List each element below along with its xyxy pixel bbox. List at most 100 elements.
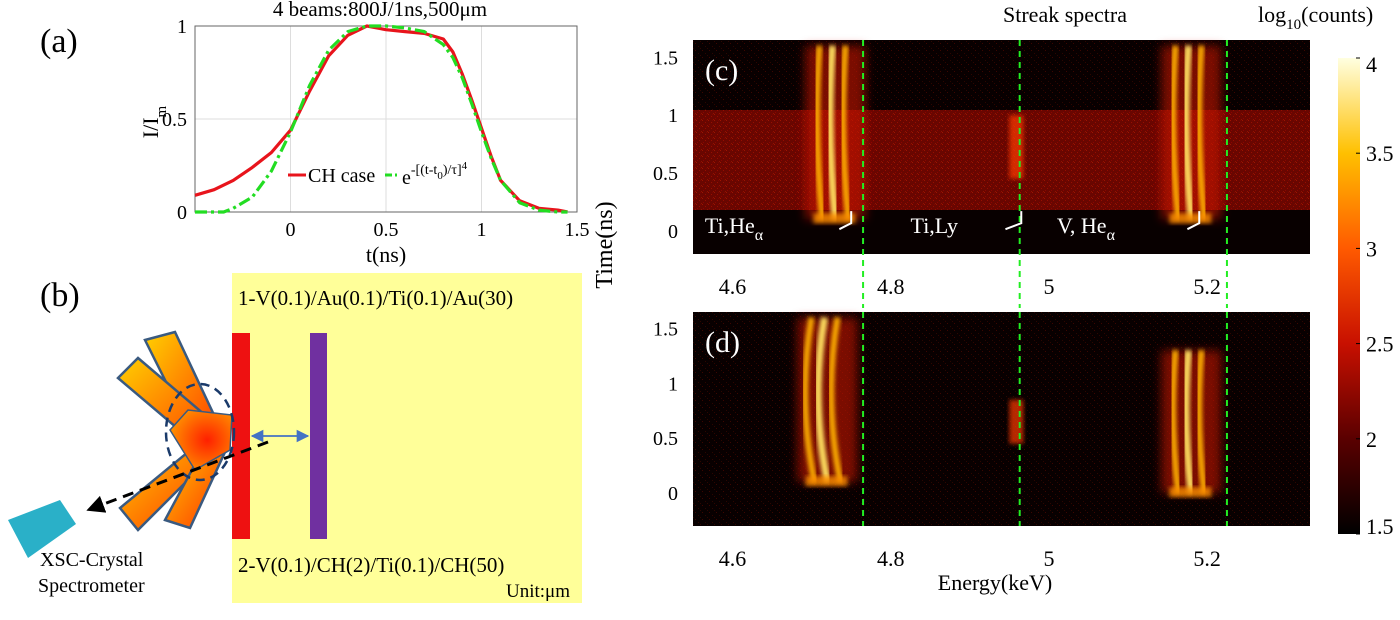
streak-line-component (802, 316, 818, 483)
streak-annotation-label: Ti,Ly (911, 213, 959, 238)
panel-d-streak: 0 0.5 1 1.5 4.6 4.8 5 5.2 (d) Energy(keV) Time… (592, 201, 1310, 595)
streak-line-1 (1009, 115, 1024, 179)
streak-line-0 (805, 45, 866, 224)
streak-ytick-label: 1 (668, 373, 678, 395)
streak-xtick-label: 5 (1043, 274, 1054, 299)
streak-ytick-label: 0.5 (653, 428, 678, 450)
streak-line-weak (1009, 399, 1024, 444)
streak-xtick-label: 5 (1043, 546, 1054, 571)
streak-annotation-pointer (838, 211, 853, 231)
streak-xtick-label: 5.2 (1193, 274, 1221, 299)
unit-label: Unit:μm (506, 581, 570, 602)
chart-a-ytick-label: 1 (177, 16, 187, 38)
laser-beams (116, 330, 236, 532)
chart-a-ylabel-sub: m (154, 105, 170, 117)
streak-line-base (1169, 487, 1212, 498)
chart-a-xtick-label: 1.5 (565, 219, 590, 241)
target2-label: 2-V(0.1)/CH(2)/Ti(0.1)/CH(50) (238, 553, 504, 577)
colorbar-ticks: 1.5 2 2.5 3 3.5 4 (1356, 52, 1394, 539)
streak-d-xticks: 4.6 4.8 5 5.2 (719, 546, 1221, 571)
streak-line-component (1195, 45, 1208, 220)
streak-title: Streak spectra (1003, 2, 1127, 27)
panel-c-streak: Streak spectra 0 0.5 1 1.5 4.6 4.8 5 5.2 Ti,He… (653, 2, 1310, 308)
plasma-region (169, 409, 233, 472)
spectrometer-label-line2: Spectrometer (38, 575, 145, 597)
streak-line-2 (1161, 350, 1222, 498)
chart-a-title: 4 beams:800J/1ns,500μm (273, 0, 487, 21)
streak-d-lines (797, 316, 1222, 498)
streak-line-component (826, 45, 839, 220)
streak-c-lines (805, 45, 1222, 224)
colorbar-tick-label: 3.5 (1366, 141, 1394, 166)
colorbar-tick-label: 2.5 (1366, 332, 1394, 357)
spectrometer-label-line1: XSC-Crystal (40, 549, 144, 571)
panel-label-a: (a) (40, 23, 78, 60)
time-axis-label: Time(ns) (592, 201, 618, 288)
chart-a-series (194, 24, 568, 214)
streak-ytick-label: 1.5 (653, 47, 678, 69)
panel-label-b: (b) (40, 277, 80, 314)
legend-ch-label: CH case (308, 165, 375, 187)
colorbar-tick-label: 3 (1366, 236, 1377, 261)
series-fit-line (195, 24, 568, 214)
crystal-spectrometer-icon (8, 500, 76, 558)
streak-annotation-label: V, Heα (1057, 213, 1116, 244)
target1-bar (232, 333, 250, 539)
streak-xtick-label: 4.8 (877, 546, 905, 571)
streak-line-component (1182, 350, 1195, 494)
streak-ytick-label: 1 (668, 105, 678, 127)
chart-a-legend: CH case e-[(t-t0)/τ]4 (288, 160, 468, 189)
chart-a-ytick-label: 0.5 (162, 109, 187, 131)
energy-axis-label: Energy(keV) (938, 570, 1052, 595)
streak-ytick-label: 0 (668, 483, 678, 505)
streak-line-0 (797, 316, 858, 487)
chart-a-xtick-label: 0.5 (374, 219, 399, 241)
colorbar-title: log10(counts) (1258, 2, 1373, 33)
streak-d-yticks: 0 0.5 1 1.5 (653, 318, 678, 505)
streak-line-base (805, 476, 848, 487)
streak-annotation-label: Ti,Heα (705, 213, 764, 244)
streak-line-component (1195, 350, 1208, 494)
chart-a-ylabel: I/Im (138, 105, 170, 138)
chart-a-ytick-label: 0 (177, 202, 187, 224)
streak-ytick-label: 0.5 (653, 163, 678, 185)
streak-xtick-label: 4.6 (719, 274, 747, 299)
streak-c-yticks: 0 0.5 1 1.5 (653, 47, 678, 243)
legend-fit-label: e-[(t-t0)/τ]4 (402, 160, 468, 189)
time-axis-label-group: Time(ns) (592, 201, 618, 288)
streak-c-annotations: Ti,Heα Ti,Ly V, Heα (705, 211, 1201, 244)
chart-a-xtick-label: 1 (477, 219, 487, 241)
streak-ytick-label: 0 (668, 221, 678, 243)
streak-line-2 (1161, 45, 1222, 224)
colorbar-tick-label: 1.5 (1366, 514, 1394, 539)
target2-bar (310, 333, 327, 539)
streak-line-weak (1009, 115, 1024, 179)
panel-b-diagram: (b) 1-V(0.1)/Au(0.1)/Ti(0.1)/Au(30) 2-V(… (8, 273, 582, 603)
chart-a-xtick-label: 0 (286, 219, 296, 241)
streak-line-component (813, 45, 826, 220)
svg-text:I/Im: I/Im (138, 105, 170, 138)
panel-a: (a) 4 beams:800J/1ns,500μm 0 0.5 1 1.5 00.5… (40, 0, 590, 267)
colorbar: log10(counts) 1.5 2 2.5 3 3.5 4 (1258, 2, 1394, 539)
streak-line-component (1169, 45, 1182, 220)
colorbar-tick-label: 2 (1366, 427, 1377, 452)
streak-d-dashed-lines (862, 312, 1228, 526)
streak-annotation-pointer (1005, 211, 1023, 231)
colorbar-gradient (1338, 58, 1360, 534)
streak-line-component (1169, 350, 1182, 494)
focal-spot-outline (164, 382, 236, 482)
streak-c-dashed-lines (862, 40, 1228, 308)
colorbar-tick-label: 4 (1366, 52, 1377, 77)
streak-annotation-pointer (1186, 211, 1201, 231)
target1-label: 1-V(0.1)/Au(0.1)/Ti(0.1)/Au(30) (238, 286, 513, 310)
streak-line-component (814, 316, 831, 483)
chart-a-ylabel-main: I/I (138, 117, 163, 138)
chart-a-xticks: 0 0.5 1 1.5 (286, 219, 590, 241)
streak-line-base (1169, 213, 1212, 224)
chart-a-yticks: 00.51 (162, 16, 187, 224)
panel-label-c: (c) (705, 54, 738, 87)
streak-ytick-label: 1.5 (653, 318, 678, 340)
streak-line-1 (1009, 399, 1024, 444)
